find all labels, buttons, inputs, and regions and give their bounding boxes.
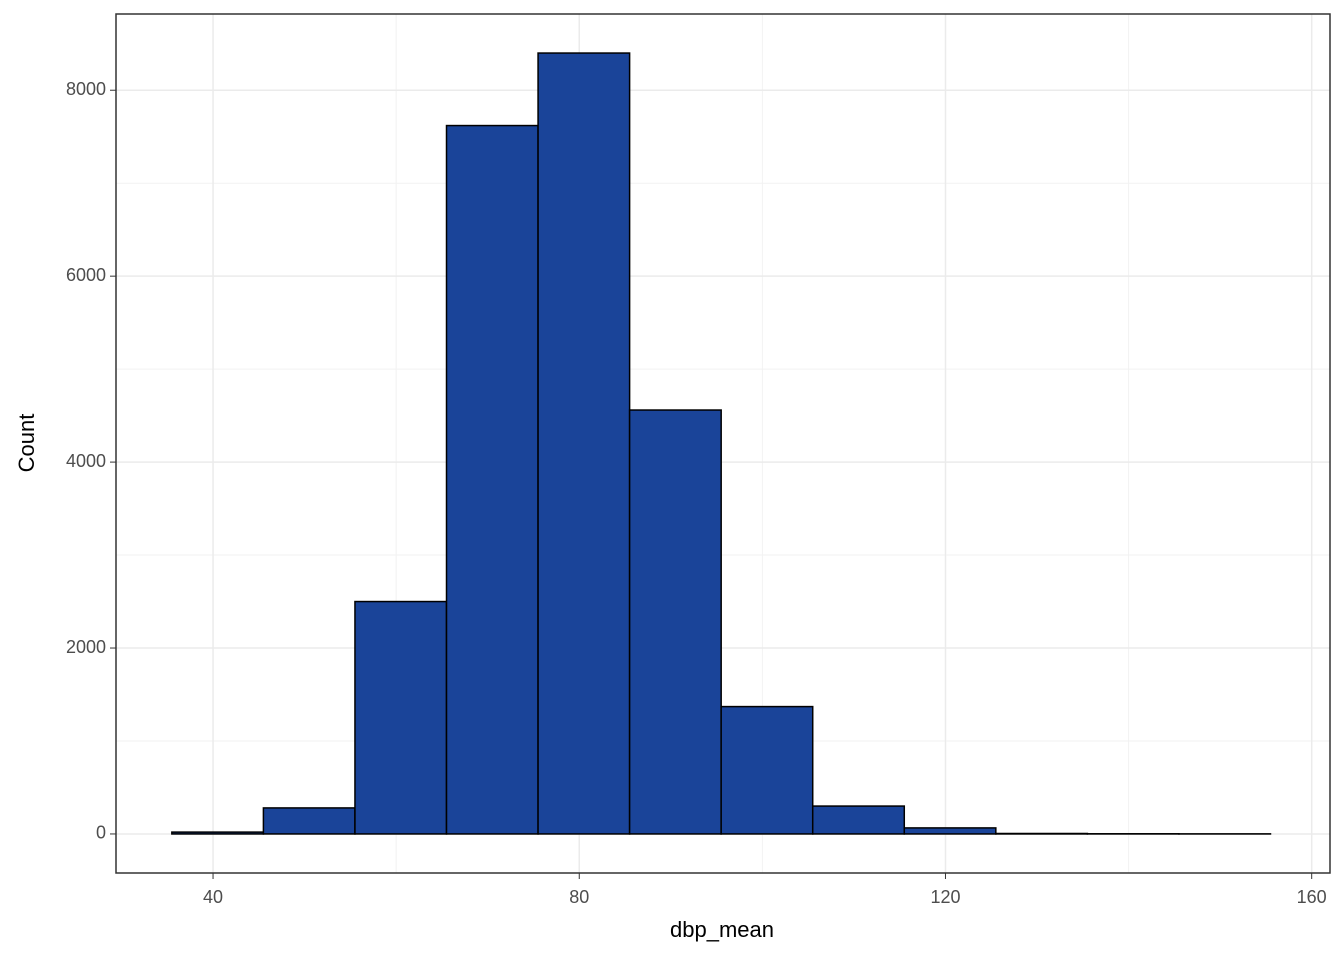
bar (171, 831, 265, 835)
bar (811, 805, 906, 835)
y-tick-label: 8000 (66, 79, 106, 99)
y-tick-label: 0 (96, 823, 106, 843)
bar (537, 52, 631, 835)
bar (262, 807, 356, 835)
y-axis-title: Count (14, 414, 39, 473)
bar (628, 409, 722, 835)
bar (903, 827, 997, 835)
y-tick-label: 2000 (66, 637, 106, 657)
x-tick-label: 80 (569, 887, 589, 907)
y-tick-label: 4000 (66, 451, 106, 471)
bar (720, 705, 814, 835)
bar (445, 124, 539, 835)
plot-border (115, 13, 1331, 874)
y-tick-label: 6000 (66, 265, 106, 285)
x-tick-label: 40 (203, 887, 223, 907)
x-axis-title: dbp_mean (670, 917, 774, 942)
x-tick-label: 160 (1297, 887, 1327, 907)
x-tick-label: 120 (930, 887, 960, 907)
bar (354, 600, 448, 835)
